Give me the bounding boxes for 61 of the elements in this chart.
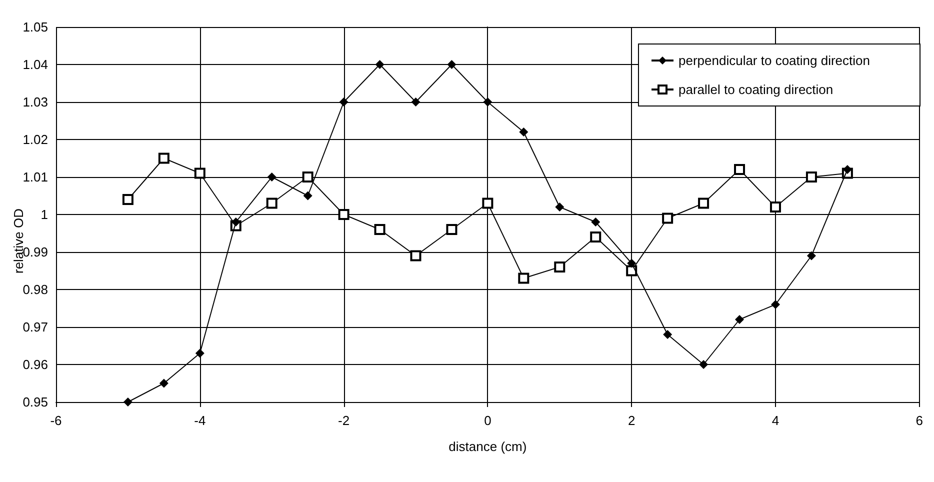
point	[519, 128, 528, 136]
point	[590, 232, 602, 242]
point	[518, 272, 530, 284]
point	[627, 258, 636, 268]
point	[626, 265, 638, 276]
point	[663, 330, 672, 339]
point	[483, 98, 492, 106]
point	[806, 251, 816, 260]
point	[447, 60, 456, 69]
x-tick-label: 6	[916, 413, 923, 428]
point	[338, 209, 350, 220]
point	[231, 218, 240, 226]
point	[194, 168, 206, 179]
x-tick-label: -4	[194, 413, 206, 428]
x-tick-label: 0	[484, 413, 492, 428]
point	[482, 198, 494, 209]
y-tick-label: 0.96	[22, 357, 48, 372]
point	[122, 194, 134, 205]
y-tick-label: 1.02	[22, 132, 48, 147]
y-tick-label: 1.03	[22, 94, 48, 110]
point	[158, 152, 170, 164]
point	[770, 300, 780, 309]
y-tick-label: 1	[40, 207, 48, 222]
y-tick-label: 0.98	[22, 282, 48, 297]
point	[374, 224, 386, 235]
y-tick-label: 1.05	[22, 20, 48, 34]
x-tick-label: -6	[50, 413, 62, 428]
point	[698, 198, 710, 209]
point	[302, 172, 314, 182]
point	[555, 202, 564, 212]
x-axis-title: distance (cm)	[448, 439, 527, 454]
point	[267, 172, 276, 182]
point	[554, 262, 566, 272]
point	[159, 378, 168, 388]
point	[375, 60, 384, 69]
point	[699, 360, 708, 369]
y-tick-label: 0.95	[22, 394, 48, 410]
point	[734, 164, 746, 175]
y-tick-label: 0.97	[22, 320, 48, 334]
y-tick-label: 1.01	[22, 170, 48, 184]
point	[303, 191, 312, 200]
point	[411, 98, 420, 106]
point	[266, 198, 278, 209]
legend-label: perpendicular to coating direction	[678, 53, 870, 68]
x-tick-label: 2	[628, 413, 636, 428]
point	[735, 315, 744, 324]
y-tick-label: 1.04	[22, 57, 48, 72]
point	[446, 224, 458, 235]
point	[410, 250, 422, 262]
point	[770, 202, 781, 212]
point	[123, 398, 132, 406]
point	[591, 218, 600, 226]
point	[806, 172, 817, 182]
x-tick-label: 4	[772, 413, 780, 428]
point	[842, 165, 852, 174]
legend-label: parallel to coating direction	[678, 82, 834, 97]
y-tick-label: 0.99	[22, 244, 48, 260]
x-tick-label: -2	[338, 413, 350, 428]
point	[662, 212, 674, 224]
point	[195, 348, 204, 358]
point	[339, 98, 348, 106]
